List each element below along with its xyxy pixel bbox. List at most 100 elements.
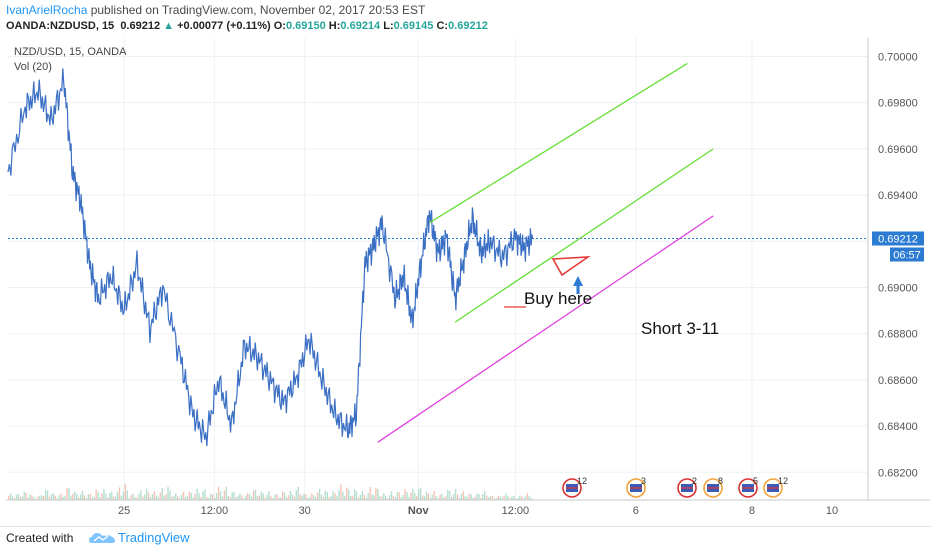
volume-bar [112, 496, 115, 500]
volume-bar [258, 495, 261, 500]
volume-bar [351, 495, 354, 500]
low-value: 0.69145 [393, 20, 434, 32]
price-chart[interactable]: 0.700000.698000.696000.694000.692000.690… [6, 38, 930, 528]
volume-bar [149, 497, 152, 500]
volume-bar [408, 497, 410, 500]
trend-line-lower [454, 148, 714, 323]
volume-bar [280, 497, 282, 500]
volume-bar [421, 495, 424, 500]
author-link[interactable]: IvanArielRocha [6, 3, 88, 17]
volume-bar [60, 493, 62, 500]
grid [8, 38, 868, 500]
volume-bar [520, 496, 523, 500]
volume-bar [348, 489, 350, 500]
volume-bar [287, 495, 290, 500]
chart-area[interactable]: 0.700000.698000.696000.694000.692000.690… [6, 38, 930, 528]
volume-bar [429, 497, 432, 500]
volume-bar [155, 495, 158, 500]
high-value: 0.69214 [340, 20, 381, 32]
volume-bar [87, 494, 90, 500]
volume-bar [151, 493, 154, 500]
volume-bar [91, 497, 93, 500]
volume-bar [466, 497, 468, 500]
volume-bar [56, 498, 58, 500]
trend-line-short [377, 215, 714, 443]
volume-bar [309, 496, 311, 500]
calendar-flag-icon[interactable]: 12 [763, 476, 788, 498]
volume-bar [202, 491, 204, 500]
volume-bar [39, 495, 41, 500]
volume-bar [456, 494, 459, 500]
y-tick-label: 0.68600 [878, 375, 918, 387]
volume-bar [431, 494, 433, 500]
volume-bar [44, 489, 47, 500]
publish-info: published on TradingView.com, November 0… [87, 3, 426, 17]
volume-bar [33, 497, 35, 500]
volume-bar [231, 492, 233, 500]
volume-bar [314, 497, 317, 500]
volume-bar [13, 498, 16, 500]
volume-bar [437, 498, 439, 500]
volume-bar [326, 491, 329, 500]
volume-bar [190, 493, 193, 500]
x-tick-label: 12:00 [502, 505, 530, 517]
volume-bar [528, 495, 531, 500]
volume-bar [499, 496, 501, 500]
y-tick-label: 0.68800 [878, 329, 918, 341]
volume-bar [270, 496, 272, 500]
volume-bar [450, 496, 453, 500]
volume-bar [369, 487, 371, 500]
y-tick-label: 0.68400 [878, 421, 918, 433]
price-series [7, 68, 868, 447]
volume-bar [243, 498, 245, 500]
volume-bar [77, 497, 80, 500]
volume-bar [225, 486, 228, 500]
tradingview-link[interactable]: TradingView [118, 530, 190, 545]
close-label: C: [436, 20, 449, 32]
volume-bar [217, 486, 220, 500]
volume-bar [116, 491, 119, 500]
volume-bar [173, 495, 175, 500]
volume-bar [245, 495, 247, 500]
calendar-flag-icon[interactable]: 2 [677, 476, 697, 498]
calendar-flag-icon[interactable]: 12 [562, 476, 587, 498]
volume-bar [54, 495, 57, 500]
volume-bar [377, 488, 379, 500]
volume-bar [256, 496, 259, 500]
created-with-label: Created with [6, 531, 74, 545]
volume-bar [9, 493, 12, 500]
volume-bar [318, 488, 321, 500]
volume-bar [283, 492, 286, 500]
volume-bar [229, 497, 231, 500]
volume-bar [109, 492, 111, 500]
y-tick-label: 0.69000 [878, 282, 918, 294]
calendar-flag-icon[interactable]: 5 [738, 476, 758, 498]
volume-bar [410, 492, 412, 500]
volume-bar [221, 496, 224, 500]
volume-bar [485, 495, 488, 500]
y-tick-label: 0.68200 [878, 467, 918, 479]
volume-bar [74, 491, 76, 500]
volume-bar [470, 494, 472, 500]
volume-bar [196, 488, 198, 500]
volume-bar [458, 497, 461, 500]
volume-bar [530, 498, 533, 500]
calendar-flag-icon[interactable]: 8 [703, 476, 723, 498]
flag-count: 3 [641, 476, 646, 486]
y-tick-label: 0.69800 [878, 98, 918, 110]
volume-bar [480, 497, 482, 500]
volume-bar [62, 496, 64, 500]
volume-bar [198, 493, 200, 500]
volume-bar [248, 494, 251, 500]
volume-bar [27, 497, 29, 500]
volume-bar [400, 497, 402, 500]
volume-bar [50, 494, 53, 500]
volume-bar [396, 492, 398, 500]
volume-bar [250, 496, 253, 500]
volume-bar [58, 495, 60, 500]
volume-bar [177, 496, 179, 500]
volume-bar [487, 497, 490, 500]
calendar-flag-icon[interactable]: 3 [626, 476, 646, 498]
volume-bar [353, 489, 356, 500]
volume-bar [169, 490, 171, 500]
